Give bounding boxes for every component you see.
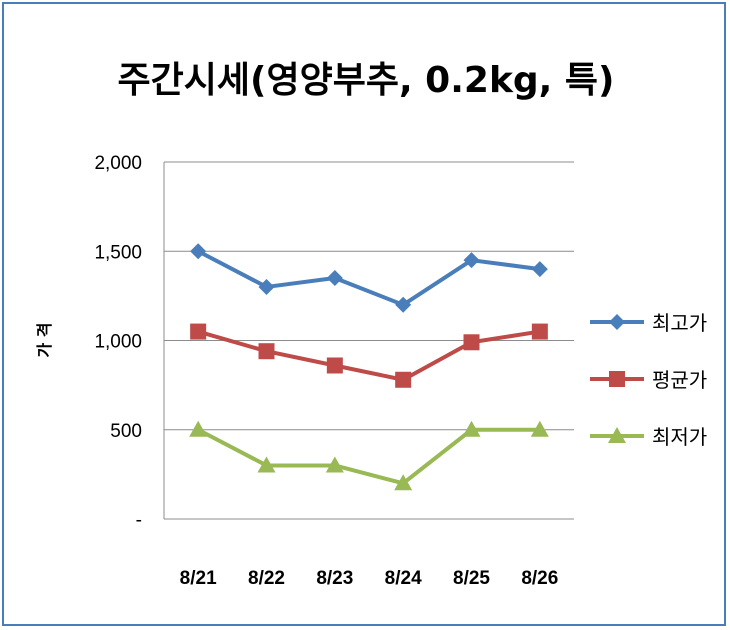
data-point [394, 474, 413, 491]
data-point [189, 420, 208, 437]
x-tick-label: 8/23 [316, 568, 353, 589]
data-point [530, 420, 549, 437]
series-1 [190, 243, 548, 313]
y-tick-label: - [136, 510, 142, 531]
legend-label: 최저가 [652, 425, 707, 449]
y-axis-ticks: - 500 1,000 1,500 2,000 [94, 153, 142, 531]
series-3 [189, 420, 549, 491]
x-tick-label: 8/26 [521, 568, 558, 589]
legend-marker [609, 371, 625, 387]
x-axis-ticks: 8/21 8/22 8/23 8/24 8/25 8/26 [180, 568, 559, 589]
data-point [326, 270, 343, 287]
data-point [258, 278, 275, 295]
series-group [189, 243, 549, 491]
legend-item: 최저가 [590, 425, 707, 449]
x-tick-label: 8/24 [385, 568, 422, 589]
y-tick-label: 2,000 [94, 153, 142, 174]
data-point [462, 420, 481, 437]
y-axis-label: 가 격 [35, 322, 54, 357]
y-tick-label: 500 [110, 421, 142, 442]
y-tick-label: 1,500 [94, 242, 142, 263]
data-point [531, 323, 548, 340]
data-point [395, 296, 412, 313]
gridlines [164, 161, 574, 431]
series-line [197, 427, 540, 486]
legend-item: 최고가 [590, 311, 707, 335]
legend-marker [608, 427, 626, 443]
y-tick-label: 1,000 [94, 332, 142, 353]
data-point [463, 334, 480, 351]
data-point [531, 261, 548, 278]
line-chart: 주간시세(영양부추, 0.2kg, 특) - 500 1,000 1,500 2,000… [35, 60, 707, 589]
series-line [197, 249, 541, 307]
data-point [257, 456, 276, 473]
x-tick-label: 8/22 [248, 568, 285, 589]
data-point [325, 456, 344, 473]
legend-marker [609, 314, 625, 330]
series-line [197, 329, 541, 382]
legend-label: 평균가 [652, 368, 707, 392]
x-tick-label: 8/21 [180, 568, 217, 589]
legend-label: 최고가 [652, 311, 707, 335]
data-point [258, 343, 275, 360]
x-tick-label: 8/25 [453, 568, 490, 589]
series-2 [190, 323, 548, 388]
data-point [395, 371, 412, 388]
data-point [190, 243, 207, 260]
data-point [190, 323, 207, 340]
legend-item: 평균가 [590, 368, 707, 392]
data-point [326, 357, 343, 374]
axes [163, 162, 574, 520]
chart-title: 주간시세(영양부추, 0.2kg, 특) [118, 60, 615, 101]
